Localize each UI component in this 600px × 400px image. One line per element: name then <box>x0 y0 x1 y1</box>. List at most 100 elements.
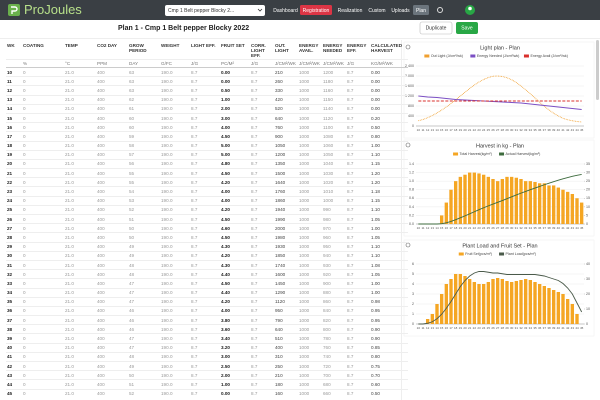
table-cell: 0 <box>22 370 64 380</box>
x-tick-label: 26 <box>491 326 495 330</box>
table-cell: 8.7 <box>250 287 274 298</box>
table-cell: 400 <box>96 269 128 279</box>
save-button[interactable] <box>456 22 478 34</box>
nav-item[interactable]: Plan <box>416 8 426 14</box>
table-cell: 400 <box>96 85 128 96</box>
nav-item[interactable]: Dashboard <box>273 8 298 14</box>
table-cell: 1850 <box>274 250 298 261</box>
table-cell: 0 <box>22 112 64 123</box>
table-cell: 8.7 <box>250 223 274 233</box>
x-tick-label: 26 <box>491 226 495 230</box>
nav-item[interactable]: Custom <box>368 8 385 14</box>
table-cell: 1000 <box>298 370 322 380</box>
nav-item[interactable]: Realization <box>338 8 363 14</box>
x-tick-label: 37 <box>543 128 547 132</box>
table-cell: 190.0 <box>160 149 190 160</box>
scrollbar[interactable] <box>596 40 599 100</box>
legend-swatch <box>453 152 459 156</box>
y-tick-label: 1 600 <box>405 84 414 88</box>
table-cell: 1600 <box>274 269 298 279</box>
table-cell: 8.7 <box>346 259 370 270</box>
table-cell: 8.7 <box>346 287 370 298</box>
table-cell: 8.7 <box>190 379 220 390</box>
x-tick-label: 45 <box>580 128 584 132</box>
table-cell: 8.7 <box>346 223 370 233</box>
x-tick-label: 35 <box>533 326 537 330</box>
table-cell: 1160 <box>322 85 346 96</box>
x-tick-label: 21 <box>468 128 472 132</box>
crop-select[interactable] <box>165 5 265 16</box>
nav-item[interactable]: Uploads <box>391 8 410 14</box>
x-tick-label: 39 <box>552 326 556 330</box>
table-cell: 0.80 <box>370 131 408 141</box>
table-cell: 740 <box>322 351 346 362</box>
table-cell: 400 <box>274 342 298 353</box>
x-tick-label: 25 <box>487 226 491 230</box>
table-cell: 0 <box>22 360 64 371</box>
table-cell: 8.7 <box>190 186 220 197</box>
table-cell: 8.7 <box>190 103 220 114</box>
table-cell: 760 <box>274 122 298 132</box>
table-cell: 2.50 <box>220 360 250 371</box>
table-row: 24 0 21.0 400 53 190.0 8.7 4.00 8.7 1860 1000 1000 8… <box>6 195 408 206</box>
table-cell: 8.7 <box>346 158 370 169</box>
table-cell: 3.80 <box>220 315 250 325</box>
table-cell: 8.7 <box>346 66 370 77</box>
table-cell: 21.0 <box>64 122 96 132</box>
x-tick-label: 15 <box>440 326 444 330</box>
x-tick-label: 22 <box>473 326 477 330</box>
x-tick-label: 40 <box>557 128 561 132</box>
table-cell: 50 <box>128 370 160 380</box>
table-cell: 1000 <box>298 315 322 325</box>
table-cell: 8.7 <box>250 158 274 169</box>
table-cell: 0.20 <box>370 112 408 123</box>
x-tick-label: 40 <box>557 326 561 330</box>
table-cell: 1000 <box>298 287 322 298</box>
table-cell: 190.0 <box>160 287 190 298</box>
table-cell: 950 <box>274 305 298 316</box>
table-cell: 900 <box>322 278 346 288</box>
table-cell: 8.7 <box>346 241 370 252</box>
table-cell: 990 <box>322 204 346 215</box>
table-cell: 8.7 <box>346 232 370 243</box>
table-cell: 1.00 <box>220 94 250 105</box>
table-cell: 660 <box>322 388 346 398</box>
bar <box>533 182 537 224</box>
nav-item[interactable]: Registration <box>303 8 330 14</box>
table-row: 42 0 21.0 400 49 190.0 8.7 2.50 8.7 250 1000 720 8.7… <box>6 360 408 371</box>
table-row: 32 0 21.0 400 48 190.0 8.7 4.40 8.7 1600 1000 920 8.… <box>6 269 408 279</box>
table-cell: 8.7 <box>250 278 274 288</box>
column-header: ENERGY AVAIL. <box>299 43 319 53</box>
table-cell: 400 <box>96 140 128 151</box>
table-row: 10 0 21.0 400 63 190.0 8.7 0.00 8.7 210 1000 1200 8.… <box>6 66 408 77</box>
column-header: CALCULATED HARVEST <box>371 43 403 53</box>
table-cell: 47 <box>128 333 160 344</box>
table-cell: 38 <box>6 324 22 334</box>
table-cell: 21.0 <box>64 388 96 398</box>
legend-label: Fruit Set(pcs/m²) <box>465 252 492 256</box>
table-cell: 47 <box>128 342 160 353</box>
table-row: 35 0 21.0 400 47 190.0 8.7 4.20 8.7 1120 1000 860 8.… <box>6 296 408 307</box>
bar <box>495 278 500 324</box>
bar <box>449 189 453 224</box>
table-cell: 190.0 <box>160 112 190 123</box>
table-cell: 37 <box>6 315 22 325</box>
table-cell: 8.7 <box>190 177 220 187</box>
duplicate-button[interactable] <box>419 21 453 35</box>
table-cell: 1000 <box>298 269 322 279</box>
table-cell: 52 <box>128 204 160 215</box>
table-cell: 1000 <box>298 122 322 132</box>
table-cell: 400 <box>96 149 128 160</box>
settings-icon[interactable] <box>437 7 443 13</box>
brand: ProJoules <box>24 2 82 17</box>
table-cell: 8.7 <box>190 204 220 215</box>
table-row: 20 0 21.0 400 56 190.0 8.7 4.80 8.7 1350 1000 1040 8… <box>6 158 408 169</box>
x-tick-label: 34 <box>529 326 533 330</box>
table-cell: 520 <box>274 103 298 114</box>
column-unit: °C <box>64 59 96 68</box>
table-cell: 0 <box>22 66 64 77</box>
column-header: WEIGHT <box>161 43 180 48</box>
table-cell: 8.7 <box>190 360 220 371</box>
table-row: 39 0 21.0 400 47 190.0 8.7 3.40 8.7 510 1000 780 8.7… <box>6 333 408 344</box>
table-cell: 21.0 <box>64 296 96 307</box>
